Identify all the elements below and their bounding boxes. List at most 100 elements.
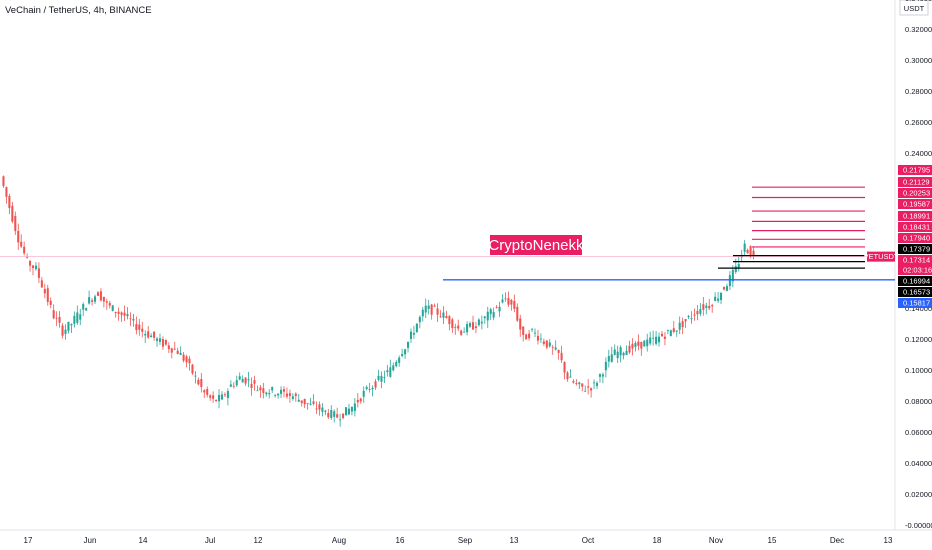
candle-body — [480, 321, 483, 324]
candle-body — [285, 393, 288, 397]
candle-body — [720, 292, 723, 301]
candle-body — [392, 365, 395, 371]
candle-body — [49, 300, 52, 305]
candle-body — [595, 382, 599, 386]
candle-body — [510, 299, 513, 305]
candle-body — [223, 394, 226, 396]
candle-body — [684, 319, 687, 322]
candle-body — [23, 246, 26, 254]
candle-body — [150, 335, 153, 338]
candle-body — [129, 318, 132, 320]
watermark-text: CryptoNenekk — [488, 237, 584, 254]
candle-body — [675, 330, 678, 332]
candle-body — [631, 343, 634, 349]
candle-body — [64, 329, 67, 334]
price-tag-box — [898, 233, 932, 243]
candle-body — [722, 287, 726, 290]
candle-body — [247, 379, 250, 381]
y-tick-label: -0.00000 — [905, 521, 932, 530]
candle-body — [533, 332, 537, 334]
candle-body — [179, 352, 182, 355]
chart-title: VeChain / TetherUS, 4h, BINANCE — [5, 5, 152, 16]
candle-body — [170, 348, 173, 353]
candle-body — [590, 388, 593, 391]
candle-body — [436, 308, 439, 315]
candle-body — [73, 315, 76, 324]
candle-body — [696, 311, 699, 315]
price-tag-label: 0.16573 — [903, 288, 930, 297]
candle-body — [433, 305, 436, 307]
candle-body — [377, 375, 380, 380]
candle-body — [498, 306, 501, 312]
candle-body — [454, 327, 457, 328]
x-tick-label: 16 — [396, 536, 405, 545]
price-tag-box — [898, 244, 932, 254]
candle-body — [404, 349, 407, 355]
candle-body — [430, 304, 433, 315]
candle-body — [144, 334, 147, 336]
candle-body — [389, 367, 392, 377]
candle-body — [265, 392, 268, 395]
candle-body — [282, 389, 286, 392]
candle-body — [99, 291, 102, 301]
candle-body — [737, 264, 740, 268]
candle-body — [353, 403, 356, 412]
candle-body — [185, 356, 188, 363]
candle-body — [288, 393, 291, 396]
price-tag-box — [898, 255, 932, 265]
x-tick-label: Oct — [582, 536, 595, 545]
candle-body — [380, 375, 383, 382]
candle-body — [542, 341, 545, 344]
currency-box[interactable] — [899, 0, 929, 16]
candle-body — [138, 324, 141, 330]
candle-body — [347, 408, 351, 415]
candle-body — [182, 354, 185, 361]
candle-body — [120, 312, 123, 315]
candle-body — [711, 305, 714, 307]
candle-body — [702, 304, 705, 310]
candle-body — [383, 377, 386, 378]
price-tag-label: 0.21129 — [903, 178, 930, 187]
y-tick-label: 0.30000 — [905, 56, 932, 65]
candle-body — [563, 362, 566, 373]
y-tick-label: 0.12000 — [905, 335, 932, 344]
x-tick-label: 15 — [768, 536, 777, 545]
candle-body — [212, 395, 215, 399]
candle-body — [474, 326, 477, 329]
candle-body — [705, 305, 708, 308]
candle-body — [439, 316, 442, 318]
candle-body — [457, 325, 460, 329]
y-tick-label: 0.32000 — [905, 25, 932, 34]
x-tick-label: Nov — [709, 536, 723, 545]
candle-body — [324, 410, 327, 412]
candle-body — [731, 269, 734, 282]
candle-body — [477, 319, 480, 326]
candle-body — [525, 334, 528, 340]
y-tick-label: 0.24000 — [905, 149, 932, 158]
candle-body — [424, 305, 427, 313]
y-tick-label: 0.08000 — [905, 397, 932, 406]
candle-body — [350, 406, 353, 412]
candle-body — [743, 243, 746, 252]
candle-body — [315, 408, 318, 410]
candle-body — [91, 300, 94, 302]
candle-body — [37, 268, 40, 278]
candle-body — [581, 383, 584, 387]
x-tick-label: 13 — [510, 536, 519, 545]
candle-body — [8, 196, 11, 209]
candle-body — [268, 392, 271, 395]
candle-body — [486, 311, 489, 321]
candle-body — [619, 347, 622, 356]
y-tick-label: 0.02000 — [905, 490, 932, 499]
candle-body — [111, 305, 114, 311]
y-tick-label: 0.26000 — [905, 118, 932, 127]
candle-body — [406, 342, 410, 348]
candle-body — [469, 323, 472, 327]
candle-body — [628, 345, 631, 353]
candle-body — [333, 411, 336, 417]
candle-body — [206, 388, 209, 395]
candle-body — [421, 309, 424, 317]
candle-body — [495, 307, 498, 309]
